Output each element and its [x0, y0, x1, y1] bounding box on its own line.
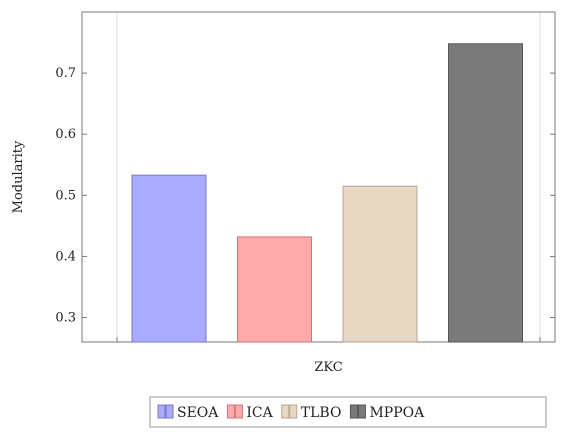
bar-seoa	[131, 174, 207, 343]
legend-swatch-seoa-b	[165, 404, 174, 419]
legend-box	[149, 396, 547, 428]
legend-swatch-mppoa	[349, 404, 358, 419]
bar-ica	[237, 236, 312, 343]
y-tick-label: 0.7	[55, 66, 76, 81]
x-category-label: ZKC	[314, 360, 342, 375]
y-tick-label: 0.5	[55, 188, 76, 203]
legend-swatch-mppoa-b	[357, 404, 366, 419]
legend-label-ica: ICA	[246, 405, 273, 421]
y-axis-label: Modularity	[11, 140, 26, 213]
legend-label-mppoa: MPPOA	[369, 405, 425, 421]
legend-swatch-tlbo-b	[289, 404, 298, 419]
bar-mppoa	[448, 43, 523, 343]
plot-frame	[81, 11, 556, 343]
legend-swatch-tlbo	[281, 404, 290, 419]
legend-swatch-ica-b	[234, 404, 243, 419]
legend-label-seoa: SEOA	[177, 405, 219, 421]
bar-tlbo	[342, 185, 418, 343]
legend-label-tlbo: TLBO	[301, 405, 342, 421]
legend-swatch-seoa	[157, 404, 166, 419]
y-tick-label: 0.6	[55, 127, 76, 142]
y-tick-label: 0.3	[55, 311, 76, 326]
legend-swatch-ica	[226, 404, 235, 419]
y-tick-label: 0.4	[55, 249, 76, 264]
